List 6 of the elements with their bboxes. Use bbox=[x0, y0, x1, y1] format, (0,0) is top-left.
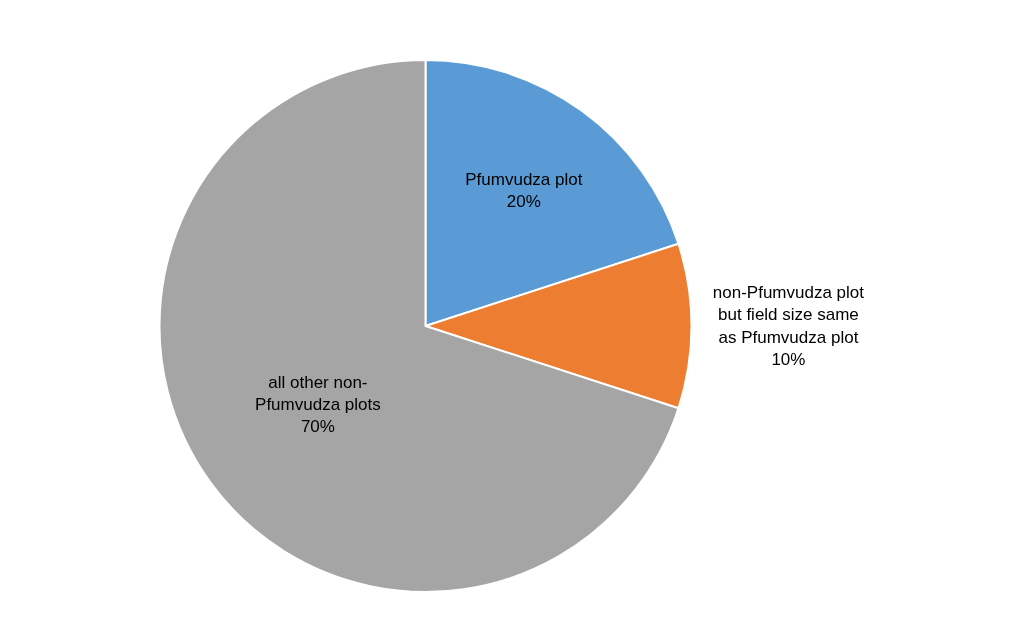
slice-label: all other non-Pfumvudza plots bbox=[255, 372, 381, 414]
slice-label: non-Pfumvudza plot but field size same as Pfumvudza plot bbox=[712, 283, 865, 347]
data-label: 70% bbox=[300, 416, 335, 436]
slice-label: Pfumvudza plot bbox=[465, 169, 583, 189]
data-label: 20% bbox=[506, 192, 541, 212]
data-label: 10% bbox=[771, 349, 806, 369]
